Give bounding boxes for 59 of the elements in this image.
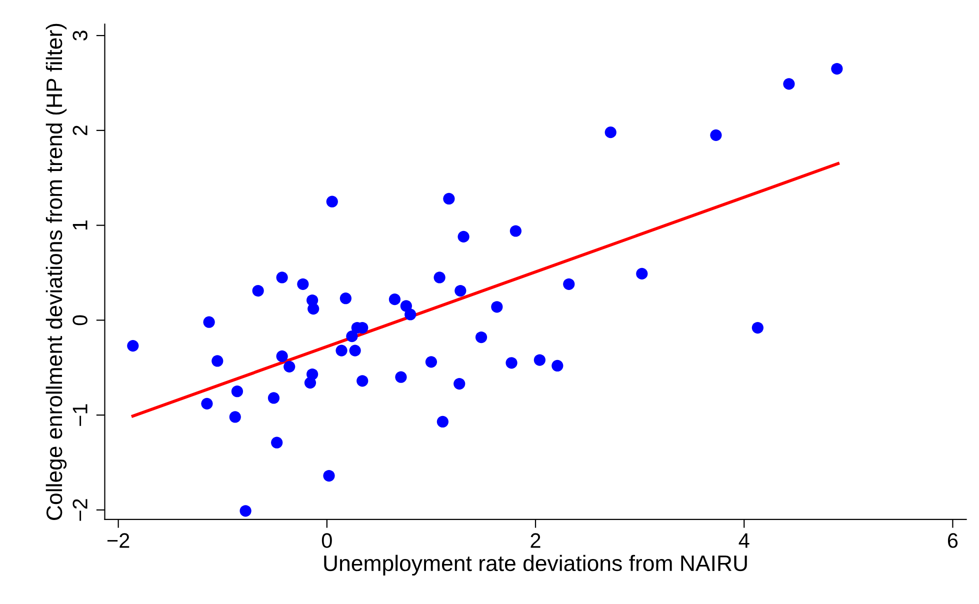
point: [552, 360, 564, 372]
point: [268, 392, 280, 404]
y-tick-label: 2: [72, 126, 88, 136]
point: [276, 350, 288, 362]
x-tick-label: 6: [948, 533, 958, 548]
point: [636, 268, 648, 280]
point: [201, 398, 213, 410]
point: [323, 470, 335, 482]
point: [336, 344, 348, 356]
point: [710, 129, 722, 141]
point: [297, 278, 309, 290]
point: [563, 278, 575, 290]
point: [510, 225, 522, 237]
y-tick-label: −1: [72, 404, 88, 426]
point: [475, 331, 488, 344]
point: [276, 272, 288, 284]
x-tick-label: −2: [107, 533, 130, 548]
point: [506, 357, 518, 369]
point: [425, 356, 438, 368]
point: [212, 355, 224, 367]
point: [127, 340, 139, 352]
point: [443, 192, 455, 205]
y-axis-title: College enrollment deviations from trend (HP filter): [46, 24, 67, 520]
point: [308, 302, 320, 315]
point: [388, 294, 401, 306]
point: [240, 505, 252, 517]
y-tick-label: 1: [72, 220, 88, 230]
y-tick-label: 3: [72, 30, 88, 41]
point: [252, 284, 264, 297]
x-axis-title: Unemployment rate deviations from NAIRU: [324, 554, 747, 576]
point: [783, 78, 795, 90]
point: [831, 62, 843, 75]
x-tick-label: 2: [530, 533, 540, 548]
point: [271, 436, 283, 448]
point: [356, 375, 368, 387]
x-tick-label: 0: [322, 533, 332, 548]
point: [284, 360, 296, 372]
point: [231, 386, 244, 398]
point: [491, 301, 503, 313]
point: [434, 272, 446, 284]
point: [534, 354, 546, 366]
point: [304, 377, 316, 389]
point: [395, 371, 407, 383]
point: [404, 308, 416, 320]
y-tick-label: 0: [72, 315, 88, 326]
point: [752, 322, 764, 334]
point: [346, 330, 358, 342]
point: [340, 292, 352, 304]
point: [458, 230, 470, 243]
x-tick-label: 4: [738, 533, 750, 548]
point: [203, 316, 215, 328]
point: [229, 411, 241, 423]
point: [326, 196, 338, 208]
point: [604, 126, 616, 138]
y-tick-label: −2: [72, 499, 88, 521]
point: [454, 378, 466, 390]
point: [454, 284, 466, 297]
point: [436, 416, 448, 428]
point: [349, 344, 361, 356]
